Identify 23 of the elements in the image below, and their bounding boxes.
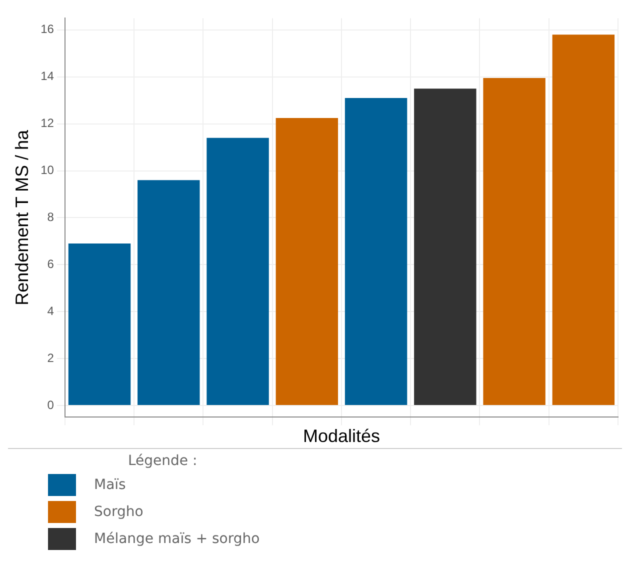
bar xyxy=(138,180,200,405)
y-tick-label: 2 xyxy=(47,350,54,365)
legend-label: Mélange maïs + sorgho xyxy=(94,530,260,546)
bar xyxy=(483,78,546,405)
bar xyxy=(276,118,338,405)
bar xyxy=(552,34,615,405)
x-axis-title: Modalités xyxy=(302,426,380,446)
y-tick-label: 4 xyxy=(47,304,54,318)
y-tick-label: 10 xyxy=(40,163,54,178)
y-tick-label: 0 xyxy=(47,398,54,412)
legend-label: Maïs xyxy=(94,476,126,492)
bar xyxy=(414,88,476,405)
bar xyxy=(344,98,408,405)
y-tick-label: 14 xyxy=(40,69,54,84)
y-axis-title: Rendement T MS / ha xyxy=(12,129,32,306)
y-tick-label: 8 xyxy=(47,210,54,224)
y-tick-label: 6 xyxy=(47,256,54,271)
bar xyxy=(68,244,131,405)
legend-title: Légende : xyxy=(127,453,198,469)
bar xyxy=(206,138,269,405)
legend-label: Sorgho xyxy=(94,504,144,520)
y-tick-label: 12 xyxy=(40,116,54,130)
y-tick-label: 16 xyxy=(40,22,54,36)
